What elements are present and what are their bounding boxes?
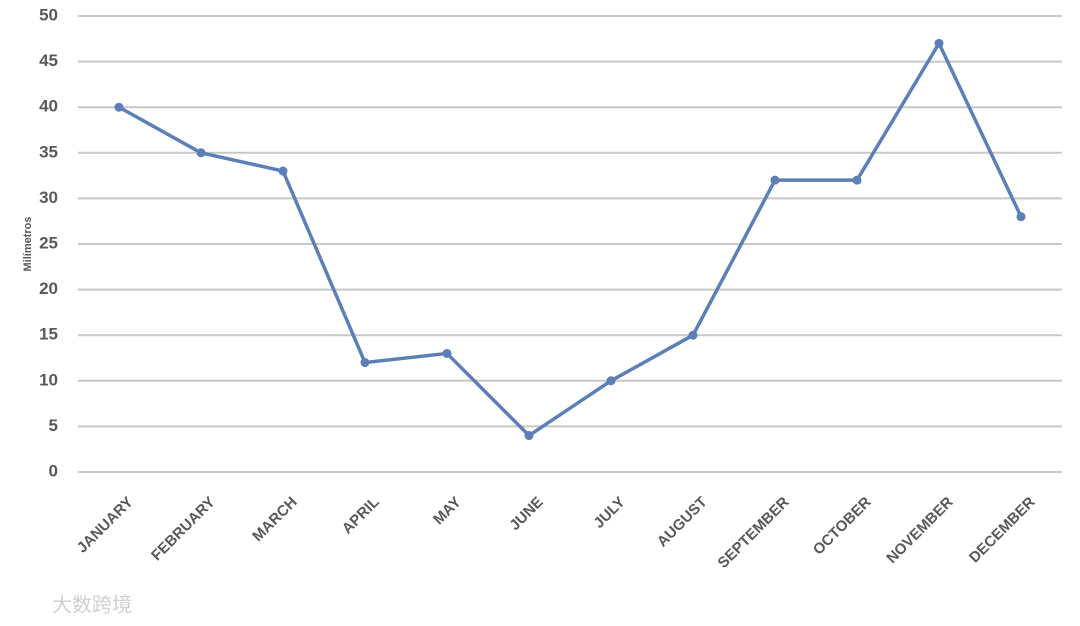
y-axis-label: Milímetros [22, 216, 34, 271]
x-tick-label: OCTOBER [810, 493, 875, 558]
y-tick-label: 35 [39, 142, 58, 161]
x-tick-label: JANUARY [74, 494, 137, 557]
x-tick-label: JUNE [506, 494, 546, 534]
data-line [118, 41, 1023, 438]
data-point [1016, 212, 1026, 222]
data-point [770, 175, 780, 185]
x-tick-label: MARCH [249, 494, 300, 545]
y-tick-label: 45 [39, 51, 58, 70]
x-tick-label: MAY [430, 494, 465, 529]
y-tick-label: 25 [39, 233, 58, 252]
x-tick-label: APRIL [339, 494, 383, 538]
data-point [114, 102, 124, 112]
data-point [852, 175, 862, 185]
data-point [196, 148, 206, 158]
data-point [442, 348, 452, 358]
y-tick-label: 0 [49, 461, 58, 480]
x-tick-label: NOVEMBER [883, 494, 956, 567]
y-tick-label: 5 [49, 416, 58, 435]
x-tick-label: FEBRUARY [148, 494, 219, 565]
data-point [524, 431, 534, 441]
data-point [688, 330, 698, 340]
y-tick-label: 50 [39, 5, 58, 24]
x-tick-label: JULY [590, 494, 628, 532]
y-tick-label: 40 [39, 97, 58, 116]
watermark: 大数跨境 [52, 593, 132, 616]
y-tick-label: 10 [39, 370, 58, 389]
y-tick-label: 15 [39, 325, 58, 344]
data-point [278, 166, 288, 176]
y-tick-label: 20 [39, 279, 58, 298]
x-tick-label: SEPTEMBER [715, 494, 793, 572]
data-point [934, 38, 944, 48]
data-point [606, 376, 616, 386]
x-tick-label: AUGUST [654, 494, 711, 551]
y-tick-label: 30 [39, 188, 58, 207]
data-point [360, 358, 370, 368]
x-tick-label: DECEMBER [966, 493, 1039, 566]
